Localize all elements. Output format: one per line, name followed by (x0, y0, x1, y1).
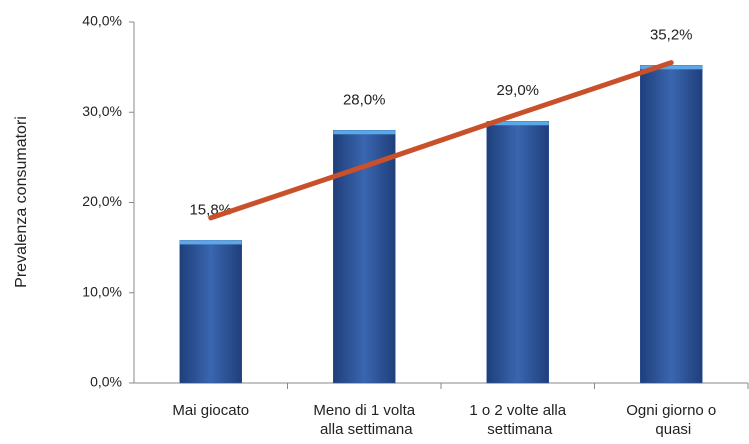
value-label: 29,0% (496, 82, 539, 99)
value-label: 35,2% (650, 26, 693, 43)
bar-cap (486, 121, 549, 126)
bar (179, 240, 242, 384)
value-label: 28,0% (343, 91, 386, 108)
y-tick-label: 0,0% (90, 374, 122, 390)
x-tick-label: 1 o 2 volte alla settimana (469, 402, 566, 438)
x-tick-label: Mai giocato (172, 402, 249, 419)
y-axis-label: Prevalenza consumatori (13, 116, 30, 288)
bar (640, 65, 703, 384)
y-tick-label: 30,0% (82, 103, 122, 119)
x-tick-label: Meno di 1 volta alla settimana (313, 402, 415, 438)
bar-cap (179, 240, 242, 245)
x-tick-label: Ogni giorno o quasi (626, 402, 716, 438)
bar-cap (333, 130, 396, 135)
trend-line (208, 60, 674, 221)
bar (486, 121, 549, 384)
y-tick-label: 10,0% (82, 283, 122, 299)
y-tick-label: 40,0% (82, 13, 122, 29)
y-tick-label: 20,0% (82, 193, 122, 209)
bar-cap (640, 65, 703, 70)
